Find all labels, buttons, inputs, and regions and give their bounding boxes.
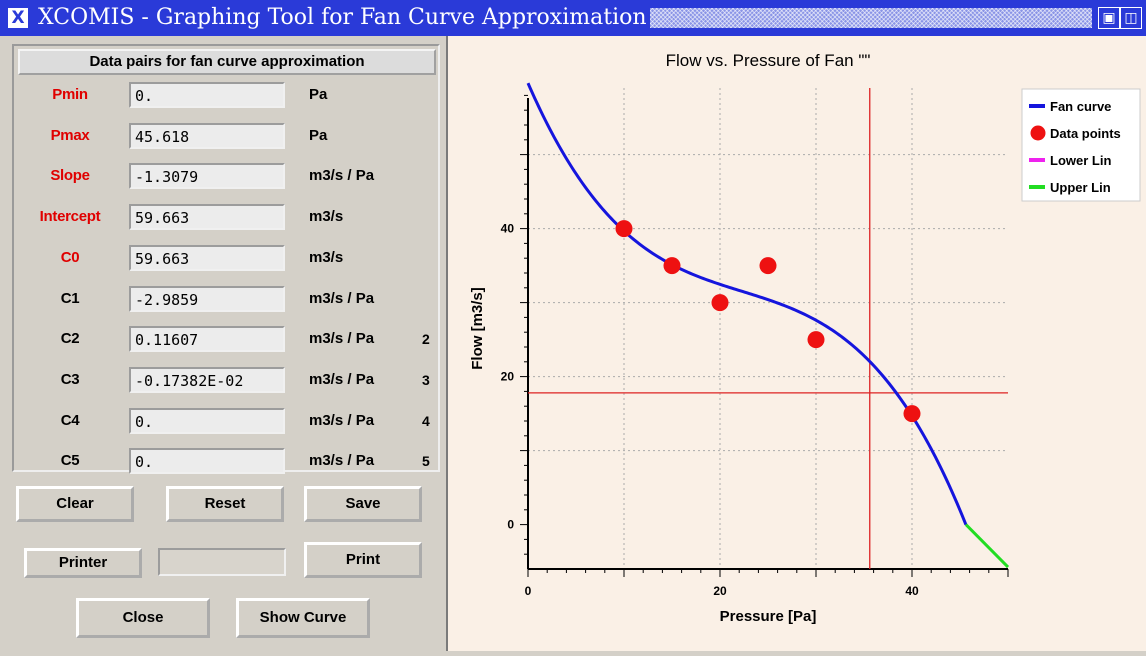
data-point <box>615 220 633 238</box>
upper-lin-line <box>964 523 1010 569</box>
pmax-field[interactable]: 45.618 <box>129 122 285 149</box>
data-point <box>663 257 681 275</box>
x-axis-label: Pressure [Pa] <box>720 608 817 625</box>
data-pairs-header: Data pairs for fan curve approximation <box>18 49 436 75</box>
y-axis-label: Flow [m3/s] <box>469 287 486 370</box>
show-curve-button[interactable]: Show Curve <box>236 598 370 638</box>
param-unit: m3/s / Pa <box>309 167 375 185</box>
param-label: C4 <box>60 411 80 429</box>
c4-field[interactable]: 0. <box>129 407 285 434</box>
fan-curve-chart: Flow vs. Pressure of Fan "" 0 20 40 0 20 40 Pre… <box>469 51 1141 625</box>
reset-button[interactable]: Reset <box>166 486 284 522</box>
title-bar-pattern <box>650 8 1092 28</box>
clear-button[interactable]: Clear <box>16 486 134 522</box>
y-tick-label: 0 <box>507 518 514 532</box>
c5-field[interactable]: 0. <box>129 448 285 475</box>
param-label: C3 <box>60 370 80 388</box>
param-unit: m3/s <box>309 208 344 226</box>
legend-swatch-marker <box>1030 125 1046 141</box>
param-row-c3: C3 -0.17382E-02 m3/s / Pa 3 <box>14 365 438 395</box>
param-unit: m3/s <box>309 248 344 266</box>
param-exponent: 5 <box>422 453 430 470</box>
param-label: Pmax <box>50 126 90 144</box>
param-row-c0: C0 59.663 m3/s <box>14 243 438 273</box>
param-row-intercept: Intercept 59.663 m3/s <box>14 202 438 232</box>
y-tick-label: 20 <box>501 370 515 384</box>
data-point <box>903 405 921 423</box>
slope-field[interactable]: -1.3079 <box>129 163 285 190</box>
param-label: Pmin <box>52 86 88 103</box>
y-tick-label: 40 <box>501 222 515 236</box>
window-title: XCOMIS - Graphing Tool for Fan Curve App… <box>38 5 647 30</box>
param-unit: m3/s / Pa <box>309 452 375 470</box>
iconify-icon[interactable]: ◫ <box>1120 7 1142 29</box>
param-row-pmax: Pmax 45.618 Pa <box>14 121 438 151</box>
param-label: C1 <box>60 289 80 307</box>
param-row-pmin: Pmin 0. Pa <box>14 80 438 110</box>
maximize-icon[interactable]: ▣ <box>1098 7 1120 29</box>
param-unit: m3/s / Pa <box>309 411 375 429</box>
c2-field[interactable]: 0.11607 <box>129 326 285 353</box>
title-bar[interactable]: X XCOMIS - Graphing Tool for Fan Curve A… <box>0 0 1146 36</box>
c3-field[interactable]: -0.17382E-02 <box>129 366 285 393</box>
param-exponent: 2 <box>422 331 430 348</box>
param-row-c4: C4 0. m3/s / Pa 4 <box>14 406 438 436</box>
param-row-c5: C5 0. m3/s / Pa 5 <box>14 446 438 476</box>
plot-pane: Flow vs. Pressure of Fan "" 0 20 40 0 20 40 Pre… <box>448 36 1146 651</box>
c1-field[interactable]: -2.9859 <box>129 285 285 312</box>
legend-swatch-line <box>1029 185 1045 189</box>
c0-field[interactable]: 59.663 <box>129 244 285 271</box>
param-unit: Pa <box>309 126 328 144</box>
fan-curve-line <box>526 82 968 526</box>
close-button[interactable]: Close <box>76 598 210 638</box>
legend-swatch-line <box>1029 158 1045 162</box>
legend-label: Fan curve <box>1050 99 1111 114</box>
data-point <box>711 294 729 312</box>
param-exponent: 3 <box>422 371 430 388</box>
x-tick-label: 20 <box>713 584 727 598</box>
param-label: C5 <box>60 452 80 470</box>
chart-legend: Fan curve Data points Lower Lin Upper Lin <box>1021 88 1141 202</box>
window-menu-icon[interactable]: X <box>8 8 28 28</box>
param-label: Slope <box>50 167 90 185</box>
param-unit: m3/s / Pa <box>309 330 375 348</box>
chart-title: Flow vs. Pressure of Fan "" <box>666 51 871 70</box>
param-row-c2: C2 0.11607 m3/s / Pa 2 <box>14 324 438 354</box>
param-unit: m3/s / Pa <box>309 370 375 388</box>
legend-label: Upper Lin <box>1050 180 1111 195</box>
legend-label: Data points <box>1050 126 1121 141</box>
intercept-field[interactable]: 59.663 <box>129 204 285 231</box>
param-row-c1: C1 -2.9859 m3/s / Pa <box>14 284 438 314</box>
x-tick-label: 0 <box>525 584 532 598</box>
param-label: C2 <box>60 330 80 348</box>
data-point <box>759 257 777 275</box>
param-label: Intercept <box>39 208 101 226</box>
data-point <box>807 331 825 349</box>
param-label: C0 <box>60 248 80 266</box>
param-row-slope: Slope -1.3079 m3/s / Pa <box>14 161 438 191</box>
param-exponent: 4 <box>422 412 430 429</box>
x-tick-label: 40 <box>905 584 919 598</box>
data-pairs-group: Data pairs for fan curve approximation P… <box>12 44 440 475</box>
param-unit: m3/s / Pa <box>309 289 375 307</box>
legend-swatch-line <box>1029 104 1045 108</box>
pane-divider <box>446 36 448 651</box>
param-unit: Pa <box>309 86 328 103</box>
printer-name-field[interactable] <box>158 548 286 576</box>
control-panel: Data pairs for fan curve approximation P… <box>0 36 448 651</box>
printer-button[interactable]: Printer <box>24 548 142 578</box>
pmin-field[interactable]: 0. <box>129 82 285 108</box>
print-button[interactable]: Print <box>304 542 422 578</box>
save-button[interactable]: Save <box>304 486 422 522</box>
legend-label: Lower Lin <box>1050 153 1111 168</box>
